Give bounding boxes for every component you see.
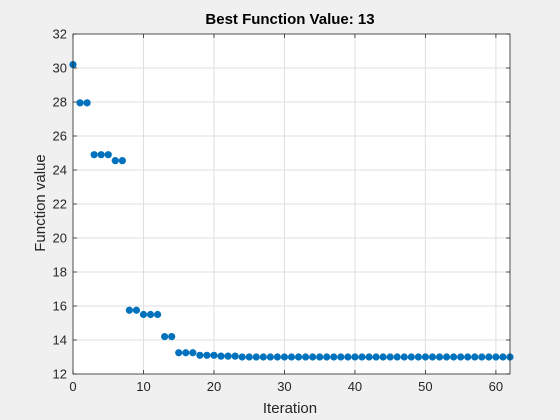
x-axis-label: Iteration — [263, 400, 317, 417]
data-point — [182, 349, 190, 357]
data-point — [471, 353, 479, 361]
data-point — [287, 353, 296, 361]
data-point — [428, 353, 437, 361]
data-point — [238, 353, 246, 361]
data-point — [450, 353, 458, 361]
y-tick-label: 26 — [53, 129, 67, 144]
tick-labels: 0 10 20 30 40 50 60 12 14 16 18 20 22 24 26 28 30 32 — [53, 27, 504, 395]
x-tick-label: 50 — [418, 379, 432, 394]
data-point — [393, 353, 401, 361]
data-point — [76, 99, 84, 107]
data-point — [478, 353, 486, 361]
axes — [72, 33, 511, 375]
y-tick-label: 20 — [53, 231, 67, 246]
data-point — [414, 353, 422, 361]
data-point — [175, 349, 183, 357]
data-point — [442, 353, 451, 361]
y-tick-label: 28 — [53, 95, 67, 110]
data-point — [259, 353, 267, 361]
x-tick-label: 10 — [136, 379, 150, 394]
data-point — [337, 353, 345, 361]
data-point — [111, 157, 119, 165]
data-point — [224, 352, 232, 360]
data-point — [210, 351, 218, 359]
data-point — [280, 353, 289, 361]
data-point — [400, 353, 408, 361]
data-point — [435, 353, 444, 361]
data-point — [203, 351, 211, 359]
data-point — [139, 310, 148, 319]
data-point — [316, 353, 324, 361]
data-point — [252, 353, 260, 361]
data-point — [365, 353, 373, 361]
data-point — [379, 353, 387, 361]
data-point — [83, 99, 91, 107]
x-tick-label: 30 — [277, 379, 291, 394]
y-axis-label: Function value — [32, 154, 49, 252]
data-point — [266, 353, 274, 361]
y-tick-label: 14 — [53, 333, 67, 348]
data-point — [372, 353, 380, 361]
y-tick-label: 12 — [53, 367, 67, 382]
data-point — [153, 310, 162, 319]
y-tick-label: 16 — [53, 299, 67, 314]
data-point — [464, 353, 472, 361]
data-point — [499, 353, 507, 361]
data-point — [104, 151, 112, 159]
data-point — [330, 353, 338, 361]
data-point — [301, 353, 310, 361]
data-point — [97, 151, 105, 159]
x-tick-label: 60 — [489, 379, 503, 394]
data-point — [294, 353, 303, 361]
data-point — [386, 353, 394, 361]
data-point — [351, 353, 359, 361]
grid — [73, 34, 510, 374]
chart-title: Best Function Value: 13 — [205, 11, 374, 28]
data-point — [189, 349, 197, 357]
data-point — [421, 353, 430, 361]
data-point — [196, 351, 204, 359]
data-point — [161, 333, 169, 341]
y-tick-label: 24 — [53, 163, 67, 178]
data-point — [344, 353, 352, 361]
data-point — [90, 151, 98, 159]
x-tick-label: 40 — [348, 379, 362, 394]
data-point — [146, 310, 155, 319]
data-point — [358, 353, 366, 361]
y-tick-label: 22 — [53, 197, 67, 212]
data-point — [309, 353, 317, 361]
data-point — [457, 353, 465, 361]
data-point — [168, 333, 176, 341]
data-points — [69, 61, 514, 361]
data-point — [407, 353, 415, 361]
y-tick-label: 32 — [53, 27, 67, 42]
data-point — [125, 306, 133, 314]
data-point — [323, 353, 331, 361]
x-tick-label: 0 — [69, 379, 76, 394]
data-point — [217, 352, 225, 360]
data-point — [492, 353, 500, 361]
data-point — [118, 157, 126, 165]
data-point — [273, 353, 282, 361]
y-tick-label: 18 — [53, 265, 67, 280]
data-point — [132, 306, 141, 314]
data-point — [245, 353, 253, 361]
data-point — [231, 352, 239, 360]
x-tick-label: 20 — [207, 379, 221, 394]
data-point — [485, 353, 493, 361]
y-tick-label: 30 — [53, 61, 67, 76]
